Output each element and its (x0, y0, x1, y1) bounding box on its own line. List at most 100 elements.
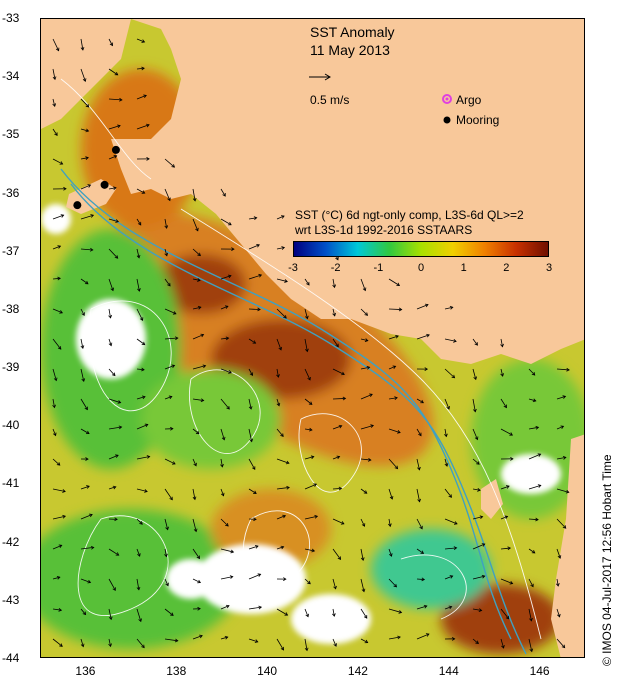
velocity-arrow-head (141, 644, 145, 649)
velocity-arrow-head (555, 583, 560, 587)
velocity-arrow-head (417, 498, 421, 503)
velocity-arrow-head (220, 492, 225, 497)
velocity-arrow-head (197, 278, 201, 282)
velocity-arrow (52, 608, 62, 611)
velocity-arrow-head (451, 374, 456, 379)
velocity-arrow-head (117, 400, 122, 404)
velocity-arrow-head (138, 618, 142, 623)
velocity-arrow-head (225, 336, 230, 341)
velocity-arrow (248, 573, 261, 580)
velocity-arrow (416, 605, 427, 610)
velocity-arrow-head (364, 312, 369, 316)
velocity-arrow (80, 547, 94, 550)
velocity-arrow-head (169, 496, 173, 501)
velocity-arrow-head (141, 367, 145, 372)
velocity-arrow-head (332, 312, 336, 317)
velocity-arrow (500, 338, 503, 347)
velocity-arrow (276, 308, 287, 319)
velocity-arrow (332, 578, 337, 589)
velocity-arrow-head (249, 438, 254, 443)
velocity-arrow-head (87, 579, 92, 584)
velocity-arrow (388, 636, 401, 640)
latitude-tick-label: -36 (2, 185, 20, 200)
velocity-arrow (220, 188, 226, 197)
velocity-arrow-head (80, 46, 85, 51)
velocity-arrow-head (164, 553, 168, 558)
velocity-arrow (472, 458, 480, 465)
velocity-arrow-head (561, 644, 566, 649)
velocity-arrow-head (141, 66, 145, 71)
velocity-arrow (332, 398, 346, 400)
velocity-arrow-head (398, 610, 403, 614)
velocity-arrow (220, 518, 229, 527)
velocity-arrow (472, 428, 478, 440)
velocity-arrow-head (200, 333, 205, 338)
velocity-arrow (80, 514, 93, 520)
velocity-arrow (108, 278, 114, 291)
velocity-arrow-head (231, 247, 235, 251)
velocity-arrow-head (146, 157, 150, 161)
sst-cool-southwest (41, 509, 241, 649)
velocity-arrow-head (286, 485, 290, 490)
velocity-arrow (108, 125, 121, 130)
velocity-arrow-head (224, 635, 229, 640)
velocity-arrow (52, 488, 66, 492)
velocity-arrow-head (168, 395, 173, 400)
velocity-arrow (472, 398, 476, 412)
velocity-arrow-head (253, 490, 257, 494)
velocity-arrow-head (57, 276, 61, 281)
velocity-arrow-head (81, 378, 86, 382)
velocity-arrow-head (562, 525, 567, 529)
velocity-arrow (52, 515, 66, 520)
velocity-arrow (136, 368, 145, 371)
velocity-arrow-head (557, 555, 562, 559)
velocity-arrow (80, 38, 84, 50)
velocity-arrow-head (119, 97, 123, 102)
argo-legend-label: Argo (456, 93, 482, 107)
colorbar (293, 241, 549, 257)
velocity-arrow-head (281, 215, 285, 219)
velocity-arrow-head (115, 552, 120, 556)
velocity-arrow-head (479, 515, 484, 520)
velocity-arrow (220, 337, 229, 340)
velocity-arrow (248, 398, 252, 410)
velocity-arrow-head (252, 340, 257, 344)
no-data-patch (501, 454, 561, 494)
latitude-tick-label: -33 (2, 11, 20, 25)
velocity-arrow (248, 274, 262, 280)
velocity-arrow (528, 518, 539, 521)
velocity-arrow-head (394, 465, 399, 470)
velocity-arrow (52, 128, 58, 136)
velocity-arrow-head (90, 214, 95, 218)
velocity-arrow-head (473, 408, 477, 413)
velocity-arrow-head (314, 514, 319, 519)
velocity-arrow-head (228, 221, 232, 226)
velocity-arrow (360, 278, 366, 291)
velocity-arrow (192, 306, 201, 310)
velocity-arrow (220, 548, 234, 553)
velocity-arrow (136, 548, 141, 557)
velocity-arrow (416, 578, 425, 580)
velocity-arrow (388, 428, 401, 433)
velocity-arrow (500, 485, 510, 490)
velocity-arrow (248, 338, 256, 344)
velocity-arrow (108, 155, 117, 160)
velocity-arrow-head (114, 71, 119, 76)
velocity-arrow-head (55, 47, 60, 52)
velocity-arrow-head (197, 606, 201, 611)
velocity-arrow-head (398, 307, 403, 312)
velocity-arrow (248, 638, 258, 643)
velocity-arrow (416, 488, 420, 502)
velocity-arrow-head (388, 523, 392, 528)
velocity-arrow (52, 544, 62, 550)
velocity-arrow (276, 515, 286, 520)
velocity-arrow-head (394, 396, 398, 400)
latitude-tick-label: -43 (2, 592, 20, 607)
velocity-arrow-head (225, 604, 230, 609)
velocity-arrow (248, 368, 253, 376)
velocity-arrows (52, 38, 570, 653)
velocity-arrow-head (451, 636, 456, 641)
velocity-arrow (80, 98, 89, 108)
velocity-arrow (472, 575, 485, 580)
velocity-arrow (164, 218, 168, 229)
